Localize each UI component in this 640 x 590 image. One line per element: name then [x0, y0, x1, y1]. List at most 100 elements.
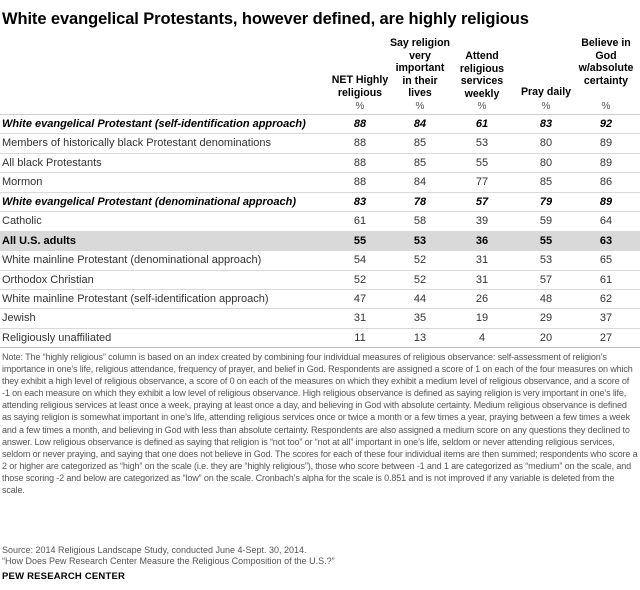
organization-credit: PEW RESEARCH CENTER	[2, 571, 126, 582]
row-value: 63	[599, 234, 613, 247]
row-value: 13	[413, 331, 427, 344]
row-value: 37	[599, 312, 613, 325]
percent-unit: %	[355, 101, 365, 112]
row-value: 57	[475, 195, 489, 208]
row-value: 61	[475, 118, 489, 130]
data-table: White evangelical Protestant (self-ident…	[0, 114, 640, 347]
row-value: 85	[413, 156, 427, 169]
row-value: 48	[539, 292, 553, 305]
row-value: 88	[353, 156, 367, 169]
row-label: White mainline Protestant (denominationa…	[2, 254, 262, 267]
percent-unit: %	[541, 101, 551, 112]
table-row: White mainline Protestant (self-identifi…	[0, 288, 640, 308]
row-value: 36	[475, 234, 489, 247]
column-header-pray-daily: Pray daily	[520, 86, 572, 98]
row-value: 52	[413, 254, 427, 267]
row-value: 62	[599, 292, 613, 305]
row-value: 59	[539, 215, 553, 228]
table-row: Mormon 88 84 77 85 86	[0, 172, 640, 191]
row-label: White evangelical Protestant (denominati…	[2, 195, 296, 208]
row-label: Orthodox Christian	[2, 273, 94, 286]
row-value: 83	[353, 195, 367, 208]
row-value: 27	[599, 331, 613, 344]
row-label: All U.S. adults	[2, 234, 76, 247]
table-row: Catholic 61 58 39 59 64	[0, 211, 640, 230]
row-value: 53	[539, 254, 553, 267]
row-value: 20	[539, 331, 553, 344]
row-value: 89	[599, 156, 613, 169]
table-bottom-rule	[0, 347, 640, 348]
percent-unit: %	[415, 101, 425, 112]
row-value: 55	[353, 234, 367, 247]
row-value: 77	[475, 176, 489, 189]
row-value: 83	[539, 118, 553, 130]
row-value: 80	[539, 137, 553, 150]
row-value: 29	[539, 312, 553, 325]
row-value: 80	[539, 156, 553, 169]
table-row: Members of historically black Protestant…	[0, 133, 640, 152]
row-value: 85	[539, 176, 553, 189]
row-value: 4	[478, 331, 486, 344]
percent-unit: %	[477, 101, 487, 112]
table-row: Religiously unaffiliated 11 13 4 20 27	[0, 327, 640, 347]
row-label: White evangelical Protestant (self-ident…	[2, 118, 306, 130]
row-value: 52	[413, 273, 427, 286]
row-value: 55	[475, 156, 489, 169]
row-value: 26	[475, 292, 489, 305]
row-value: 35	[413, 312, 427, 325]
row-value: 58	[413, 215, 427, 228]
row-value: 11	[354, 331, 366, 344]
row-label: White mainline Protestant (self-identifi…	[2, 292, 269, 305]
row-value: 54	[353, 254, 367, 267]
percent-units-row: % % % % %	[0, 101, 640, 114]
row-value: 31	[475, 273, 489, 286]
table-row: Jewish 31 35 19 29 37	[0, 308, 640, 327]
row-value: 84	[413, 176, 427, 189]
page-title: White evangelical Protestants, however d…	[2, 10, 529, 28]
column-header-believe-in-god: Believe in God w/absolute certainty	[578, 37, 634, 87]
row-value: 53	[413, 234, 427, 247]
row-label: Religiously unaffiliated	[2, 331, 112, 344]
row-label: Members of historically black Protestant…	[2, 137, 272, 150]
row-value: 84	[413, 118, 427, 130]
row-value: 19	[475, 312, 489, 325]
row-value: 65	[599, 254, 613, 267]
row-value: 86	[599, 176, 613, 189]
row-value: 88	[353, 118, 367, 130]
row-value: 61	[599, 273, 613, 286]
table-row: Orthodox Christian 52 52 31 57 61	[0, 269, 640, 289]
row-value: 31	[475, 254, 489, 267]
row-value: 52	[353, 273, 367, 286]
row-value: 53	[475, 137, 489, 150]
column-header-religion-important: Say religion very important in their liv…	[389, 37, 451, 99]
row-value: 61	[353, 215, 367, 228]
row-value: 31	[353, 312, 367, 325]
row-value: 88	[353, 176, 367, 189]
row-label: Jewish	[2, 312, 36, 325]
source-line: Source: 2014 Religious Landscape Study, …	[2, 545, 307, 555]
row-label: Catholic	[2, 215, 42, 228]
table-row: All U.S. adults 55 53 36 55 63	[0, 230, 640, 251]
row-label: Mormon	[2, 176, 43, 189]
table-row: All black Protestants 88 85 55 80 89	[0, 152, 640, 172]
table-row: White mainline Protestant (denominationa…	[0, 250, 640, 269]
row-label: All black Protestants	[2, 156, 102, 169]
row-value: 55	[539, 234, 553, 247]
row-value: 39	[475, 215, 489, 228]
percent-unit: %	[601, 101, 611, 112]
table-row: White evangelical Protestant (denominati…	[0, 191, 640, 211]
row-value: 47	[353, 292, 367, 305]
row-value: 44	[413, 292, 427, 305]
row-value: 88	[353, 137, 367, 150]
row-value: 78	[413, 195, 427, 208]
column-header-attend-weekly: Attend religious services weekly	[459, 50, 505, 100]
row-value: 89	[599, 195, 613, 208]
report-title-line: “How Does Pew Research Center Measure th…	[2, 556, 335, 566]
row-value: 92	[599, 118, 613, 130]
table-row: White evangelical Protestant (self-ident…	[0, 114, 640, 133]
row-value: 57	[539, 273, 553, 286]
row-value: 79	[539, 195, 553, 208]
row-value: 64	[599, 215, 613, 228]
column-header-net-highly-religious: NET Highly religious	[331, 74, 389, 99]
